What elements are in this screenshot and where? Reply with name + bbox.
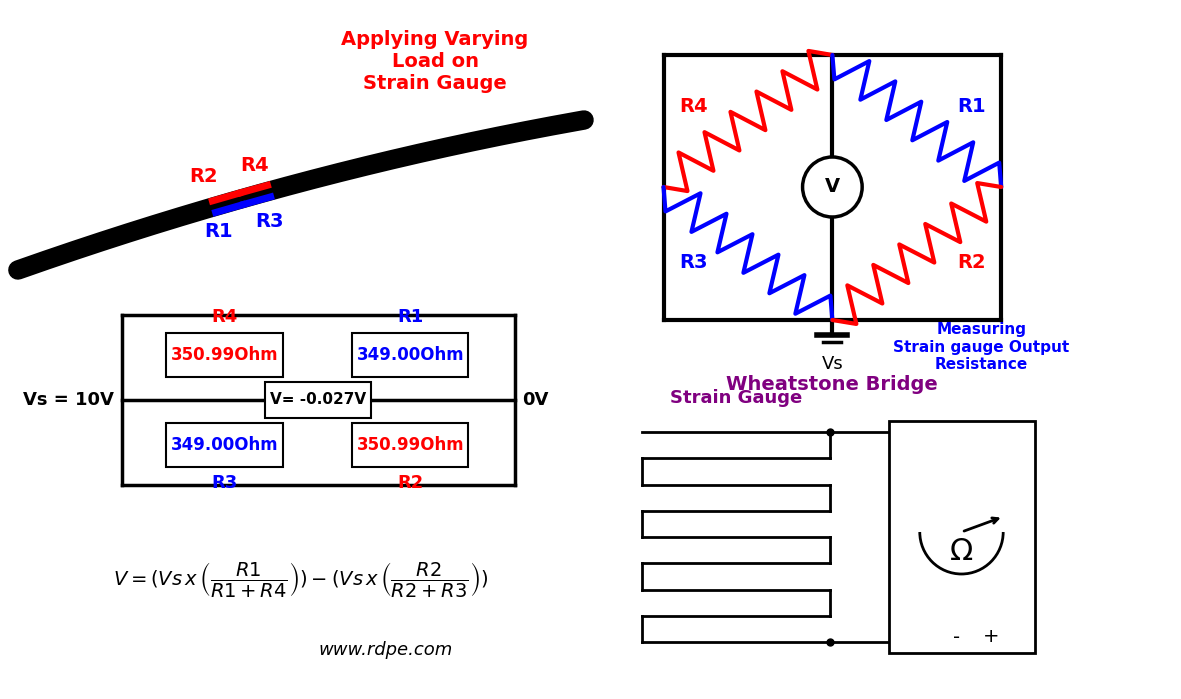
Text: R1: R1 — [204, 222, 233, 241]
Circle shape — [803, 157, 862, 217]
Text: R3: R3 — [255, 212, 283, 231]
Text: R4: R4 — [211, 308, 237, 326]
Text: +: + — [983, 628, 999, 647]
Text: -: - — [953, 628, 960, 647]
Text: 350.99Ohm: 350.99Ohm — [171, 346, 279, 364]
FancyBboxPatch shape — [167, 423, 282, 467]
Text: Vs: Vs — [822, 355, 843, 373]
Text: $\Omega$: $\Omega$ — [950, 538, 973, 566]
Text: 349.00Ohm: 349.00Ohm — [171, 436, 279, 454]
Text: R1: R1 — [397, 308, 423, 326]
Text: R4: R4 — [241, 156, 269, 175]
Text: Vs = 10V: Vs = 10V — [24, 391, 115, 409]
Text: R2: R2 — [189, 167, 217, 186]
Text: V: V — [824, 178, 840, 196]
FancyBboxPatch shape — [352, 423, 469, 467]
Text: Measuring
Strain gauge Output
Resistance: Measuring Strain gauge Output Resistance — [893, 322, 1070, 372]
FancyBboxPatch shape — [167, 333, 282, 377]
FancyBboxPatch shape — [265, 382, 371, 418]
Text: 349.00Ohm: 349.00Ohm — [357, 346, 464, 364]
FancyBboxPatch shape — [352, 333, 469, 377]
Text: Applying Varying
Load on
Strain Gauge: Applying Varying Load on Strain Gauge — [341, 30, 529, 93]
Text: www.rdpe.com: www.rdpe.com — [318, 641, 452, 659]
Text: Wheatstone Bridge: Wheatstone Bridge — [726, 375, 938, 394]
Text: R2: R2 — [397, 474, 423, 492]
Text: V= -0.027V: V= -0.027V — [269, 393, 366, 408]
Text: $V = (Vs\,x\,\left(\dfrac{R1}{R1+R4}\right)) - (Vs\,x\,\left(\dfrac{R2}{R2+R3}\r: $V = (Vs\,x\,\left(\dfrac{R1}{R1+R4}\rig… — [113, 560, 489, 599]
Text: R3: R3 — [679, 254, 707, 273]
Text: R2: R2 — [957, 254, 986, 273]
Text: 0V: 0V — [522, 391, 549, 409]
Text: R1: R1 — [957, 96, 986, 115]
Text: R3: R3 — [211, 474, 237, 492]
Text: 350.99Ohm: 350.99Ohm — [357, 436, 464, 454]
FancyBboxPatch shape — [889, 421, 1035, 653]
Text: R4: R4 — [679, 96, 707, 115]
Text: Strain Gauge: Strain Gauge — [670, 389, 802, 407]
